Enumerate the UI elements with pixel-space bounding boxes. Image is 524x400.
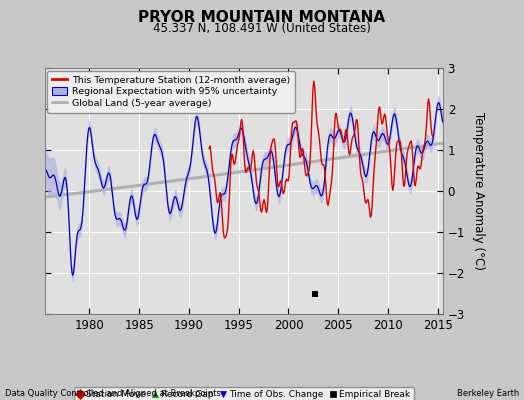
Text: Berkeley Earth: Berkeley Earth <box>456 389 519 398</box>
Y-axis label: Temperature Anomaly (°C): Temperature Anomaly (°C) <box>472 112 485 270</box>
Text: PRYOR MOUNTAIN MONTANA: PRYOR MOUNTAIN MONTANA <box>138 10 386 25</box>
Text: 45.337 N, 108.491 W (United States): 45.337 N, 108.491 W (United States) <box>153 22 371 35</box>
Text: Data Quality Controlled and Aligned at Breakpoints: Data Quality Controlled and Aligned at B… <box>5 389 221 398</box>
Legend: Station Move, Record Gap, Time of Obs. Change, Empirical Break: Station Move, Record Gap, Time of Obs. C… <box>74 387 413 400</box>
